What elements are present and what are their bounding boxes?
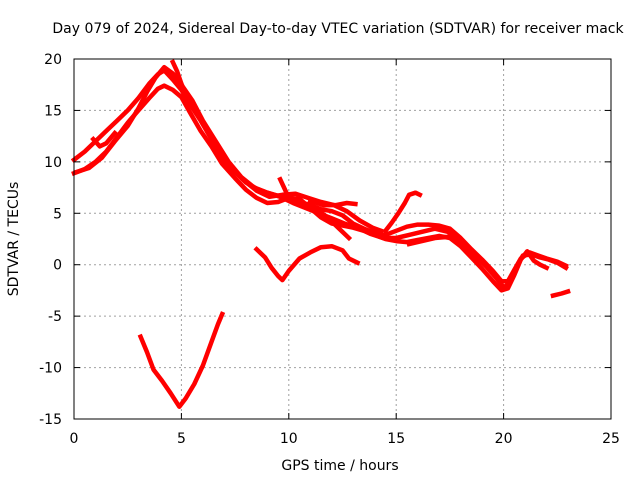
x-tick-label: 15 <box>387 431 405 447</box>
series-track-b <box>71 83 550 293</box>
series-track-i <box>253 243 361 283</box>
series-layer <box>70 59 571 409</box>
x-tick-label: 25 <box>602 431 620 447</box>
plot-frame <box>73 58 612 420</box>
series-track-e <box>90 129 118 149</box>
y-tick-label: -15 <box>39 412 62 428</box>
series-track-k <box>550 288 571 299</box>
series-track-h <box>382 190 423 234</box>
x-tick-label: 0 <box>70 431 79 447</box>
y-axis-label: SDTVAR / TECUs <box>6 182 22 297</box>
series-track-f <box>277 176 353 242</box>
grid-layer <box>74 59 611 419</box>
y-tick-label: 5 <box>53 206 62 222</box>
x-tick-label: 20 <box>495 431 513 447</box>
y-tick-label: 20 <box>44 52 62 68</box>
x-axis-label: GPS time / hours <box>281 458 398 474</box>
y-tick-label: -10 <box>39 361 62 377</box>
y-tick-label: 0 <box>53 258 62 274</box>
x-tick-label: 10 <box>280 431 298 447</box>
y-tick-label: -5 <box>48 309 62 325</box>
x-tick-label: 5 <box>177 431 186 447</box>
series-track-l <box>137 311 226 409</box>
y-tick-label: 15 <box>44 103 62 119</box>
series-track-j <box>406 234 459 247</box>
chart-title: Day 079 of 2024, Sidereal Day-to-day VTE… <box>52 21 624 37</box>
series-track-d <box>169 59 385 234</box>
series-track-c <box>73 64 569 290</box>
tick-layer: 0 5 10 15 20 25 -15 -10 -5 0 5 10 15 20 <box>39 52 620 447</box>
y-tick-label: 10 <box>44 155 62 171</box>
series-track-g <box>307 198 358 208</box>
